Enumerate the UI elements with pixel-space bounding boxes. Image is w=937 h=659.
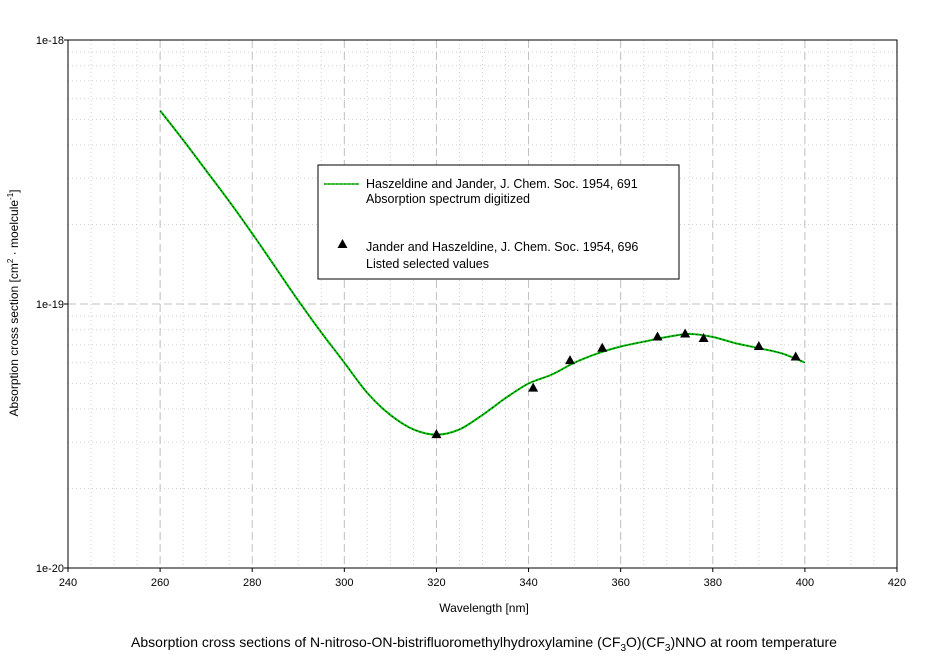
y-tick-label: 1e-20 — [36, 563, 64, 575]
x-tick-label: 300 — [335, 577, 353, 589]
x-tick-label: 380 — [704, 577, 722, 589]
y-axis-title-sup-2: -1 — [6, 192, 15, 200]
x-axis-title: Wavelength [nm] — [439, 601, 529, 615]
y-axis-title-sup-1: 2 — [6, 258, 15, 263]
x-tick-label: 400 — [796, 577, 814, 589]
data-point-triangle — [528, 382, 539, 392]
y-axis-title-part-3: ] — [7, 189, 21, 192]
data-point-triangle — [680, 328, 691, 338]
caption-subscript: 3 — [620, 643, 626, 654]
data-point-triangle — [597, 342, 608, 352]
series-line-dots — [159, 110, 806, 435]
x-tick-label: 320 — [427, 577, 445, 589]
data-point-triangle — [753, 341, 764, 351]
x-tick-label: 260 — [151, 577, 169, 589]
data-point-triangle — [790, 351, 801, 361]
data-point-triangle — [565, 355, 576, 365]
caption-text: Absorption cross sections of N-nitroso-O… — [131, 634, 620, 650]
legend-label-1-line-1: Haszeldine and Jander, J. Chem. Soc. 195… — [366, 177, 638, 191]
x-tick-label: 340 — [519, 577, 537, 589]
y-tick-label: 1e-18 — [36, 35, 64, 47]
y-axis-title-part-2: · moelcule — [7, 200, 21, 259]
legend-label-2-line-1: Jander and Haszeldine, J. Chem. Soc. 195… — [366, 240, 638, 254]
legend-label-1-line-2: Absorption spectrum digitized — [366, 192, 530, 206]
caption-text: )NNO at room temperature — [670, 634, 837, 650]
x-axis: 240 260 280 300 320 340 360 380 400 420 — [59, 568, 906, 589]
x-tick-label: 360 — [611, 577, 629, 589]
y-axis-title-part-1: Absorption cross section [cm — [7, 263, 21, 416]
data-point-triangle — [431, 429, 442, 439]
data-point-triangle — [698, 333, 709, 343]
legend-triangle-marker — [337, 239, 348, 248]
data-point-triangle — [652, 331, 663, 341]
x-tick-label: 280 — [243, 577, 261, 589]
legend-box — [317, 164, 680, 280]
caption-subscript: 3 — [665, 643, 671, 654]
y-axis: 1e-20 1e-19 1e-18 — [36, 35, 68, 575]
x-tick-label: 240 — [59, 577, 77, 589]
y-axis-title: Absorption cross section [cm2 · moelcule… — [6, 189, 21, 416]
x-tick-label: 420 — [888, 577, 906, 589]
legend: Haszeldine and Jander, J. Chem. Soc. 195… — [317, 164, 680, 280]
grid — [68, 40, 897, 568]
legend-label-2-line-2: Listed selected values — [366, 257, 489, 271]
figure-caption: Absorption cross sections of N-nitroso-O… — [131, 634, 837, 654]
series — [159, 109, 806, 439]
y-tick-label: 1e-19 — [36, 299, 64, 311]
caption-text: O)(CF — [626, 634, 665, 650]
